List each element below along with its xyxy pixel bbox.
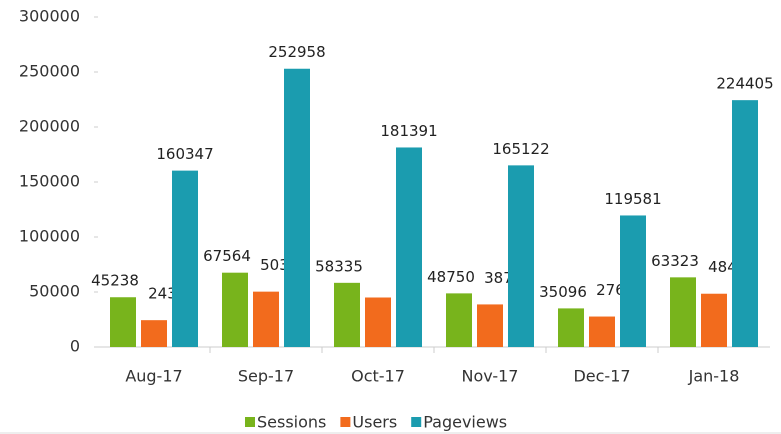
y-tick-label: 100000 (19, 227, 80, 246)
data-label: 252958 (268, 43, 325, 61)
bar (446, 293, 472, 347)
legend-label: Sessions (257, 413, 326, 432)
x-tick-label: Jan-18 (688, 367, 740, 386)
x-tick-label: Aug-17 (125, 367, 182, 386)
legend-label: Users (352, 413, 397, 432)
y-tick-label: 250000 (19, 62, 80, 81)
x-tick-label: Nov-17 (462, 367, 519, 386)
bar (141, 320, 167, 347)
data-label: 63323 (651, 252, 699, 270)
data-label: 181391 (380, 122, 437, 140)
data-label: 35096 (539, 283, 587, 301)
x-tick-label: Sep-17 (238, 367, 294, 386)
bar (222, 272, 248, 347)
y-tick-label: 50000 (29, 282, 80, 301)
legend-swatch (245, 417, 255, 427)
data-label: 67564 (203, 247, 251, 265)
bar (396, 147, 422, 347)
data-label: 224405 (716, 75, 773, 93)
bar (620, 215, 646, 347)
y-tick-label: 150000 (19, 172, 80, 191)
bar (172, 170, 198, 347)
bar (508, 165, 534, 347)
data-label: 119581 (604, 190, 661, 208)
bar (365, 297, 391, 347)
bar (477, 304, 503, 347)
bar (110, 297, 136, 347)
legend-swatch (340, 417, 351, 427)
y-tick-label: 0 (70, 337, 80, 356)
bar (334, 282, 360, 347)
legend-label: Pageviews (423, 413, 507, 432)
y-tick-label: 300000 (19, 7, 80, 26)
data-label: 58335 (315, 257, 363, 275)
data-label: 165122 (492, 140, 549, 158)
data-label: 160347 (156, 145, 213, 163)
x-tick-label: Dec-17 (573, 367, 630, 386)
bar (589, 316, 615, 347)
y-tick-label: 200000 (19, 117, 80, 136)
x-tick-label: Oct-17 (351, 367, 405, 386)
data-label: 48750 (427, 268, 475, 286)
bar (284, 68, 310, 347)
bar (732, 100, 758, 347)
bar (558, 308, 584, 347)
bar (701, 293, 727, 347)
bar (670, 277, 696, 347)
legend-swatch (411, 417, 422, 427)
bar (253, 291, 279, 347)
data-label: 45238 (91, 272, 139, 290)
